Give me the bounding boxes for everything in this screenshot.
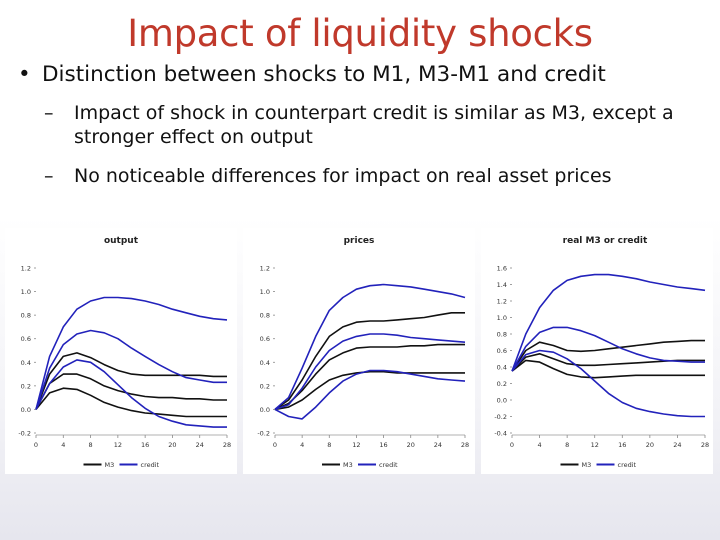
- x-tick-label: 28: [223, 441, 231, 449]
- chart-title: output: [104, 236, 139, 246]
- series-line-credit-4: [511, 273, 706, 372]
- series-line-credit-5: [35, 329, 227, 410]
- legend-label-credit: credit: [141, 461, 160, 469]
- series-line-m3-1: [274, 312, 465, 411]
- legend-label-m3: M3: [582, 461, 592, 469]
- y-tick-label: 1.4: [497, 281, 507, 289]
- sub-bullet-1: – Impact of shock in counterpart credit …: [44, 101, 704, 149]
- impulse-response-charts: output -0.2 0.0 0.2 0.4 0.6 0.8 1.0 1.2 0 4 8 12 16 20…: [5, 228, 713, 474]
- series-line-m3-3: [511, 359, 705, 379]
- sub-bullet-dash: –: [44, 102, 54, 124]
- chart-title: real M3 or credit: [563, 236, 648, 246]
- x-tick-label: 24: [673, 441, 681, 449]
- sub-bullet-2: – No noticeable differences for impact o…: [44, 164, 704, 188]
- x-tick-label: 24: [434, 441, 442, 449]
- series-line-m3-1: [35, 352, 227, 410]
- x-tick-label: 24: [196, 441, 204, 449]
- chart-background: [5, 228, 237, 474]
- series-line-credit-6: [511, 349, 705, 418]
- x-tick-label: 8: [89, 441, 93, 449]
- x-tick-label: 0: [273, 441, 277, 449]
- x-tick-label: 20: [646, 441, 654, 449]
- y-tick-label: -0.2: [494, 413, 507, 421]
- x-tick-label: 12: [591, 441, 599, 449]
- series-line-credit-4: [35, 296, 228, 410]
- main-bullet-text: Distinction between shocks to M1, M3-M1 …: [42, 62, 606, 87]
- x-tick-label: 12: [114, 441, 122, 449]
- legend-label-m3: M3: [105, 461, 115, 469]
- y-tick-label: 0.2: [497, 380, 507, 388]
- chart-title: prices: [344, 236, 375, 246]
- y-tick-label: -0.2: [257, 430, 270, 438]
- x-tick-label: 0: [510, 441, 514, 449]
- series-line-m3-1: [511, 339, 705, 372]
- y-tick-label: 0.8: [260, 312, 270, 320]
- y-tick-label: -0.4: [494, 430, 507, 438]
- x-tick-label: 8: [565, 441, 569, 449]
- sub-bullet-dash: –: [44, 165, 54, 187]
- chart-panel-1: output -0.2 0.0 0.2 0.4 0.6 0.8 1.0 1.2 0 4 8 12 16 20…: [5, 228, 237, 474]
- y-tick-label: 0.8: [497, 331, 507, 339]
- sub-bullet-1-text: Impact of shock in counterpart credit is…: [74, 102, 674, 148]
- series-line-credit-4: [274, 283, 466, 411]
- x-tick-label: 16: [379, 441, 387, 449]
- y-tick-label: 0.4: [21, 359, 31, 367]
- y-tick-label: 0.0: [260, 406, 270, 414]
- x-tick-label: 12: [352, 441, 360, 449]
- y-tick-label: 1.0: [497, 314, 507, 322]
- y-tick-label: 0.0: [497, 397, 507, 405]
- y-tick-label: -0.2: [18, 430, 31, 438]
- x-tick-label: 20: [407, 441, 415, 449]
- y-tick-label: 1.2: [21, 265, 31, 273]
- chart-panel-2: prices -0.2 0.0 0.2 0.4 0.6 0.8 1.0 1.2 0 4 8 12 16 20…: [243, 228, 475, 474]
- series-line-m3-2: [35, 373, 227, 410]
- x-tick-label: 4: [61, 441, 65, 449]
- y-tick-label: 1.0: [260, 288, 270, 296]
- y-tick-label: 0.4: [260, 359, 270, 367]
- y-tick-label: 0.6: [21, 335, 31, 343]
- legend-label-credit: credit: [618, 461, 637, 469]
- series-line-m3-2: [274, 343, 465, 411]
- x-tick-label: 16: [141, 441, 149, 449]
- x-tick-label: 16: [618, 441, 626, 449]
- chart-panel-3: real M3 or credit -0.4 -0.2 0.0 0.2 0.4 0.6 0.8…: [481, 228, 713, 474]
- main-bullet: • Distinction between shocks to M1, M3-M1…: [18, 62, 718, 87]
- x-tick-label: 28: [461, 441, 469, 449]
- x-tick-label: 20: [168, 441, 176, 449]
- y-tick-label: 0.4: [497, 364, 507, 372]
- y-tick-label: 1.0: [21, 288, 31, 296]
- legend-label-credit: credit: [379, 461, 398, 469]
- y-tick-label: 0.6: [260, 335, 270, 343]
- x-tick-label: 4: [300, 441, 304, 449]
- y-tick-label: 1.6: [497, 265, 507, 273]
- chart-background: [243, 228, 475, 474]
- y-tick-label: 0.2: [260, 382, 270, 390]
- y-tick-label: 1.2: [497, 298, 507, 306]
- y-tick-label: 0.2: [21, 382, 31, 390]
- x-tick-label: 4: [538, 441, 542, 449]
- y-tick-label: 0.8: [21, 312, 31, 320]
- legend-label-m3: M3: [343, 461, 353, 469]
- slide-title: Impact of liquidity shocks: [127, 12, 593, 55]
- x-tick-label: 8: [327, 441, 331, 449]
- series-line-credit-5: [511, 326, 705, 372]
- y-tick-label: 0.6: [497, 347, 507, 355]
- bullet-dot: •: [18, 62, 31, 87]
- series-line-m3-3: [274, 370, 465, 411]
- x-tick-label: 28: [701, 441, 709, 449]
- series-line-credit-6: [35, 359, 227, 428]
- series-line-credit-6: [274, 369, 466, 420]
- y-tick-label: 1.2: [260, 265, 270, 273]
- series-line-m3-3: [35, 387, 227, 418]
- y-tick-label: 0.0: [21, 406, 31, 414]
- x-tick-label: 0: [34, 441, 38, 449]
- sub-bullet-2-text: No noticeable differences for impact on …: [74, 165, 612, 187]
- series-line-credit-5: [274, 333, 466, 411]
